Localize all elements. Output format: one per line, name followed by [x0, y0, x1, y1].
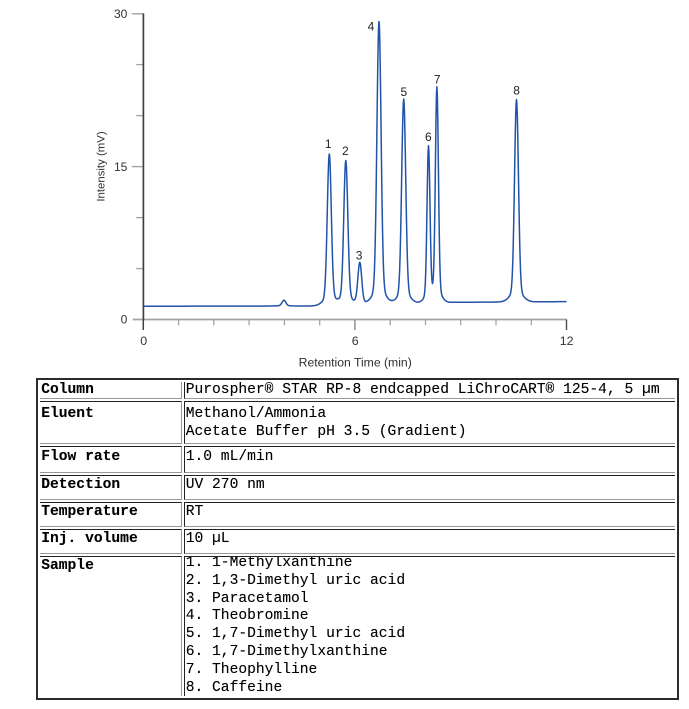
svg-text:0: 0 [121, 313, 128, 327]
svg-text:6: 6 [352, 334, 359, 348]
svg-text:8: 8 [513, 84, 520, 98]
svg-text:12: 12 [560, 334, 574, 348]
svg-text:2: 2 [342, 144, 349, 158]
svg-text:6: 6 [425, 130, 432, 144]
svg-text:0: 0 [140, 334, 147, 348]
svg-text:Intensity (mV): Intensity (mV) [96, 131, 108, 201]
svg-text:3: 3 [356, 249, 363, 263]
svg-text:Retention Time (min): Retention Time (min) [299, 356, 412, 370]
svg-text:30: 30 [114, 7, 128, 21]
svg-text:1: 1 [325, 137, 332, 151]
svg-text:7: 7 [434, 73, 441, 87]
svg-text:5: 5 [401, 85, 408, 99]
svg-text:4: 4 [368, 19, 375, 33]
svg-text:15: 15 [114, 160, 128, 174]
